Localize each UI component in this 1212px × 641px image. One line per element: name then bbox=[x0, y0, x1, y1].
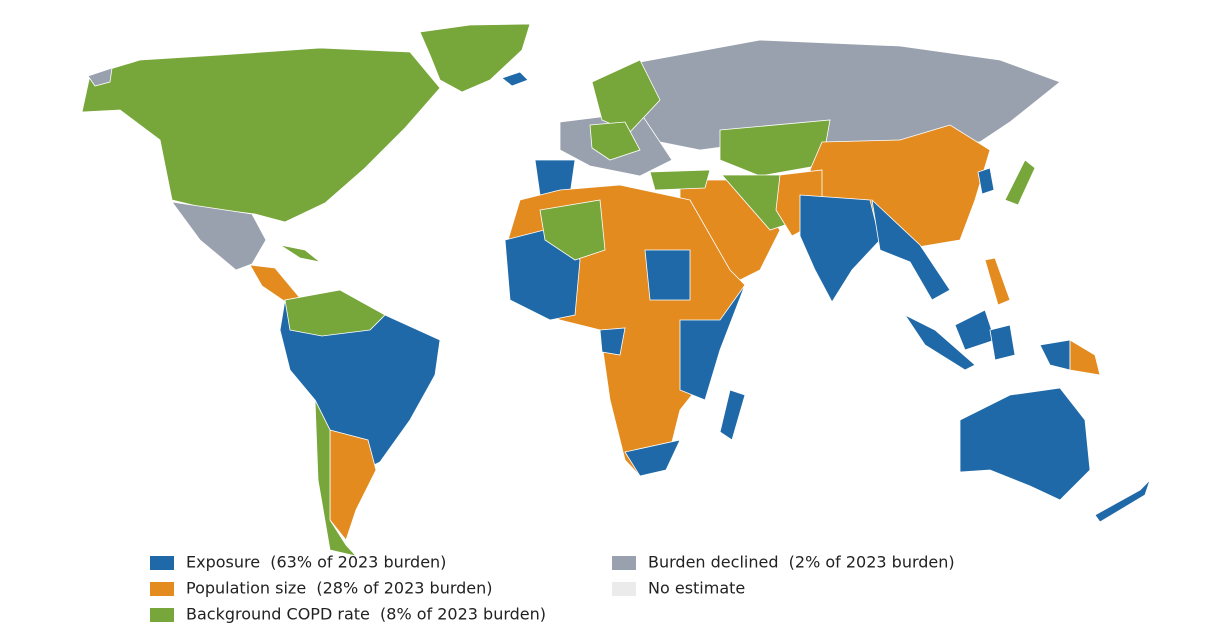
kazakhstan bbox=[719, 119, 831, 177]
central-africa-blue bbox=[599, 327, 626, 356]
canada-usa bbox=[81, 47, 441, 223]
legend-label: Background COPD rate (8% of 2023 burden) bbox=[186, 605, 546, 624]
alaska bbox=[87, 67, 113, 87]
east-africa bbox=[679, 284, 746, 401]
india bbox=[799, 194, 881, 303]
legend-swatch bbox=[150, 556, 174, 570]
southeast-asia bbox=[871, 198, 951, 301]
legend-swatch bbox=[612, 556, 636, 570]
turkey bbox=[649, 169, 711, 191]
caribbean bbox=[279, 244, 321, 263]
legend-swatch bbox=[150, 582, 174, 596]
borneo bbox=[954, 309, 996, 351]
sudan bbox=[644, 249, 691, 301]
algeria bbox=[539, 199, 606, 261]
chile bbox=[314, 399, 358, 557]
japan bbox=[1004, 159, 1036, 206]
central-europe bbox=[589, 121, 641, 161]
iceland bbox=[501, 71, 529, 87]
scandinavia bbox=[591, 59, 661, 133]
legend-swatch bbox=[612, 582, 636, 596]
australia bbox=[959, 387, 1091, 501]
philippines bbox=[984, 257, 1011, 306]
legend-label: Exposure (63% of 2023 burden) bbox=[186, 553, 446, 572]
indonesia-west bbox=[903, 313, 976, 371]
legend-label: No estimate bbox=[648, 579, 745, 598]
legend-label: Burden declined (2% of 2023 burden) bbox=[648, 553, 955, 572]
legend-swatch bbox=[150, 608, 174, 622]
new-zealand bbox=[1094, 479, 1151, 523]
png bbox=[1069, 339, 1101, 376]
mexico bbox=[171, 201, 267, 271]
legend: Exposure (63% of 2023 burden) Population … bbox=[150, 553, 955, 624]
indonesia-east bbox=[989, 324, 1016, 361]
new-guinea-west bbox=[1039, 339, 1071, 371]
south-africa bbox=[624, 439, 681, 477]
russia bbox=[619, 39, 1061, 151]
map bbox=[81, 23, 1151, 557]
argentina bbox=[329, 429, 377, 541]
north-south-america bbox=[284, 289, 386, 337]
legend-label: Population size (28% of 2023 burden) bbox=[186, 579, 493, 598]
madagascar bbox=[719, 389, 746, 441]
greenland bbox=[419, 23, 531, 93]
korea bbox=[977, 167, 995, 195]
